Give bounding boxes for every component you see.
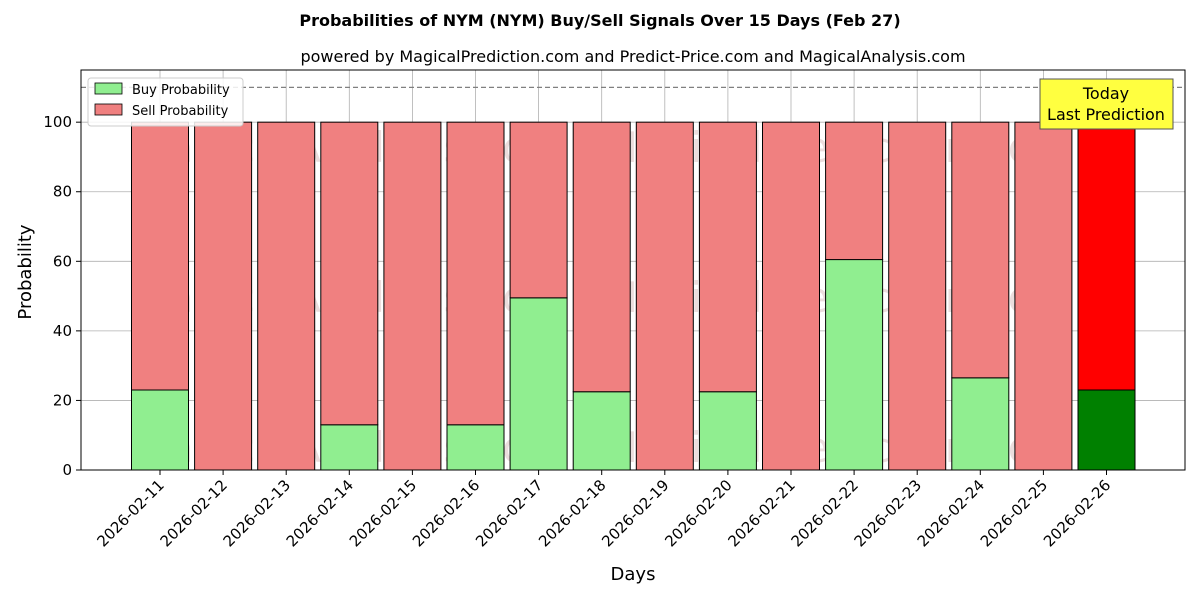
bar-buy-2026-02-26 — [1077, 389, 1136, 471]
x-tick-label: 2026-02-26 — [1040, 476, 1114, 550]
bar-buy-2026-02-18 — [572, 391, 631, 471]
bar-sell-2026-02-22 — [825, 121, 884, 261]
x-tick-label: 2026-02-25 — [977, 476, 1051, 550]
today-annotation: Today Last Prediction — [1039, 78, 1174, 130]
chart-title: Probabilities of NYM (NYM) Buy/Sell Sign… — [299, 11, 900, 30]
chart-subtitle: powered by MagicalPrediction.com and Pre… — [300, 47, 965, 66]
x-tick-label: 2026-02-14 — [283, 476, 357, 550]
y-tick-label: 20 — [53, 391, 72, 409]
bar-buy-2026-02-11 — [131, 389, 189, 471]
y-tick-label: 60 — [53, 252, 72, 270]
bar-sell-2026-02-14 — [320, 121, 379, 426]
bar-sell-2026-02-25 — [1014, 121, 1073, 471]
bar-sell-2026-02-19 — [635, 121, 694, 471]
bar-sell-2026-02-20 — [698, 121, 757, 393]
bar-sell-2026-02-17 — [509, 121, 568, 299]
y-tick-label: 100 — [43, 113, 72, 131]
bar-buy-2026-02-14 — [320, 424, 379, 471]
x-tick-label: 2026-02-22 — [788, 476, 862, 550]
y-tick-label: 80 — [53, 183, 72, 201]
y-axis-label: Probability — [15, 224, 36, 319]
y-tick-label: 40 — [53, 322, 72, 340]
y-ticks: 0 20 40 60 80 100 — [43, 113, 81, 479]
bar-sell-2026-02-21 — [762, 121, 820, 471]
bar-buy-2026-02-17 — [509, 297, 568, 471]
y-tick-label: 0 — [62, 461, 72, 479]
bars — [131, 121, 1136, 471]
x-tick-label: 2026-02-11 — [93, 476, 167, 550]
bar-sell-2026-02-15 — [383, 121, 442, 471]
bar-sell-2026-02-18 — [572, 121, 631, 393]
today-label: Today — [1082, 84, 1129, 103]
x-tick-label: 2026-02-21 — [724, 476, 798, 550]
legend: Buy Probability Sell Probability — [87, 77, 244, 127]
bar-buy-2026-02-24 — [951, 377, 1010, 471]
bar-sell-2026-02-13 — [257, 121, 316, 471]
x-axis-label: Days — [611, 564, 656, 585]
legend-sell-swatch — [94, 103, 123, 116]
legend-buy-label: Buy Probability — [132, 83, 230, 98]
bar-sell-2026-02-24 — [951, 121, 1010, 379]
bar-buy-2026-02-22 — [825, 259, 884, 471]
today-box — [1039, 78, 1174, 130]
bar-sell-2026-02-11 — [131, 121, 189, 391]
x-tick-label: 2026-02-16 — [409, 476, 483, 550]
plot-frame — [80, 69, 1186, 471]
x-tick-label: 2026-02-19 — [598, 476, 672, 550]
bar-sell-2026-02-26 — [1077, 121, 1136, 391]
x-tick-label: 2026-02-17 — [472, 476, 546, 550]
last-prediction-label: Last Prediction — [1047, 105, 1165, 124]
bar-sell-2026-02-23 — [888, 121, 947, 471]
x-tick-label: 2026-02-24 — [914, 476, 988, 550]
x-tick-label: 2026-02-18 — [535, 476, 609, 550]
x-tick-label: 2026-02-12 — [157, 476, 231, 550]
legend-box — [87, 77, 244, 127]
bar-sell-2026-02-16 — [446, 121, 505, 426]
bar-buy-2026-02-20 — [698, 391, 757, 471]
legend-sell-label: Sell Probability — [132, 104, 229, 119]
legend-buy-swatch — [94, 82, 123, 95]
x-ticks: 2026-02-112026-02-122026-02-132026-02-14… — [93, 470, 1114, 550]
bar-sell-2026-02-12 — [194, 121, 253, 471]
x-tick-label: 2026-02-15 — [346, 476, 420, 550]
x-tick-label: 2026-02-23 — [851, 476, 925, 550]
x-tick-label: 2026-02-20 — [661, 476, 735, 550]
x-tick-label: 2026-02-13 — [220, 476, 294, 550]
bar-buy-2026-02-16 — [446, 424, 505, 471]
